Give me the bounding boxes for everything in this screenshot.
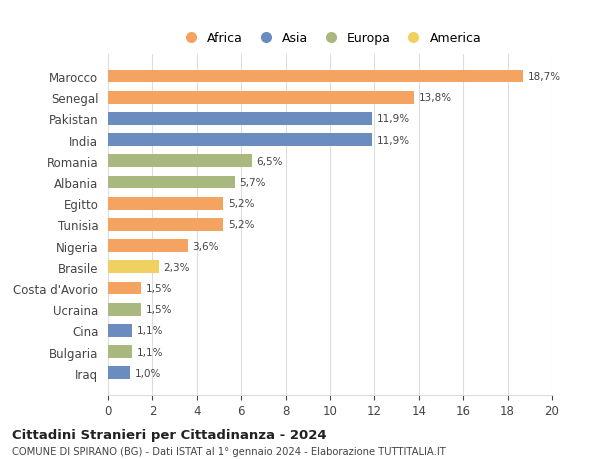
Bar — [108, 134, 372, 147]
Text: 6,5%: 6,5% — [257, 157, 283, 167]
Text: 11,9%: 11,9% — [377, 135, 410, 146]
Text: 1,5%: 1,5% — [146, 283, 172, 293]
Text: 2,3%: 2,3% — [163, 262, 190, 272]
Bar — [108, 218, 223, 231]
Bar — [108, 282, 142, 295]
Text: 13,8%: 13,8% — [419, 93, 452, 103]
Bar — [108, 197, 223, 210]
Bar — [108, 367, 130, 379]
Bar — [108, 92, 415, 104]
Bar — [108, 71, 523, 83]
Bar — [108, 346, 133, 358]
Text: 18,7%: 18,7% — [527, 72, 561, 82]
Text: 5,2%: 5,2% — [228, 199, 254, 209]
Text: 1,1%: 1,1% — [137, 347, 163, 357]
Legend: Africa, Asia, Europa, America: Africa, Asia, Europa, America — [173, 28, 487, 50]
Text: 5,7%: 5,7% — [239, 178, 265, 188]
Text: 11,9%: 11,9% — [377, 114, 410, 124]
Bar — [108, 113, 372, 125]
Text: 5,2%: 5,2% — [228, 220, 254, 230]
Bar — [108, 261, 159, 274]
Bar — [108, 303, 142, 316]
Text: 1,1%: 1,1% — [137, 326, 163, 336]
Bar — [108, 155, 253, 168]
Bar — [108, 325, 133, 337]
Bar — [108, 176, 235, 189]
Text: 1,5%: 1,5% — [146, 304, 172, 314]
Bar — [108, 240, 188, 252]
Text: COMUNE DI SPIRANO (BG) - Dati ISTAT al 1° gennaio 2024 - Elaborazione TUTTITALIA: COMUNE DI SPIRANO (BG) - Dati ISTAT al 1… — [12, 447, 446, 456]
Text: 3,6%: 3,6% — [193, 241, 219, 251]
Text: 1,0%: 1,0% — [134, 368, 161, 378]
Text: Cittadini Stranieri per Cittadinanza - 2024: Cittadini Stranieri per Cittadinanza - 2… — [12, 428, 326, 442]
